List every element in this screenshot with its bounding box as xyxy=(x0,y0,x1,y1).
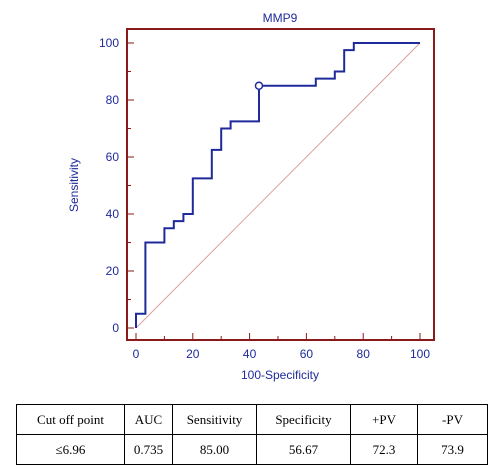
cell-cut-off-point: ≤6.96 xyxy=(16,434,125,465)
header-sensitivity: Sensitivity xyxy=(172,404,257,435)
x-tick-label: 0 xyxy=(133,347,140,361)
y-tick-label: 20 xyxy=(106,264,120,278)
header-auc: AUC xyxy=(124,404,173,435)
x-tick-label: 80 xyxy=(357,347,371,361)
plot-frame xyxy=(126,28,435,341)
header-specificity: Specificity xyxy=(256,404,351,435)
diagonal-reference-line xyxy=(135,42,421,329)
header-positive-pv: +PV xyxy=(350,404,418,435)
y-tick-label: 40 xyxy=(106,207,120,221)
header-cut-off-point: Cut off point xyxy=(16,404,125,435)
x-tick-label: 40 xyxy=(243,347,257,361)
x-axis-title: 100-Specificity xyxy=(241,368,319,382)
cell-auc: 0.735 xyxy=(124,434,173,465)
cutoff-point-marker xyxy=(254,81,264,90)
chart-title: MMP9 xyxy=(263,11,298,25)
header-negative-pv: -PV xyxy=(417,404,488,435)
x-tick-label: 60 xyxy=(300,347,314,361)
tick-labels: 0 20 40 60 80 100 0 20 40 60 80 100 xyxy=(99,36,430,361)
cell-sensitivity: 85.00 xyxy=(172,434,257,465)
x-tick-label: 20 xyxy=(186,347,200,361)
stats-table: Cut off point AUC Sensitivity Specificit… xyxy=(16,404,488,465)
roc-chart: MMP9 0 20 40 60 80 100 0 20 40 60 80 100 100-Specif… xyxy=(67,11,435,382)
y-tick-label: 60 xyxy=(106,150,120,164)
table-header-row: Cut off point AUC Sensitivity Specificit… xyxy=(16,404,488,435)
y-axis-title: Sensitivity xyxy=(67,158,81,212)
cell-positive-pv: 72.3 xyxy=(350,434,418,465)
table-row: ≤6.96 0.735 85.00 56.67 72.3 73.9 xyxy=(16,434,488,465)
roc-curve xyxy=(135,42,420,328)
y-tick-label: 80 xyxy=(106,93,120,107)
x-tick-label: 100 xyxy=(410,347,430,361)
cell-negative-pv: 73.9 xyxy=(417,434,488,465)
y-tick-label: 100 xyxy=(99,36,119,50)
cell-specificity: 56.67 xyxy=(256,434,351,465)
y-tick-label: 0 xyxy=(112,321,119,335)
